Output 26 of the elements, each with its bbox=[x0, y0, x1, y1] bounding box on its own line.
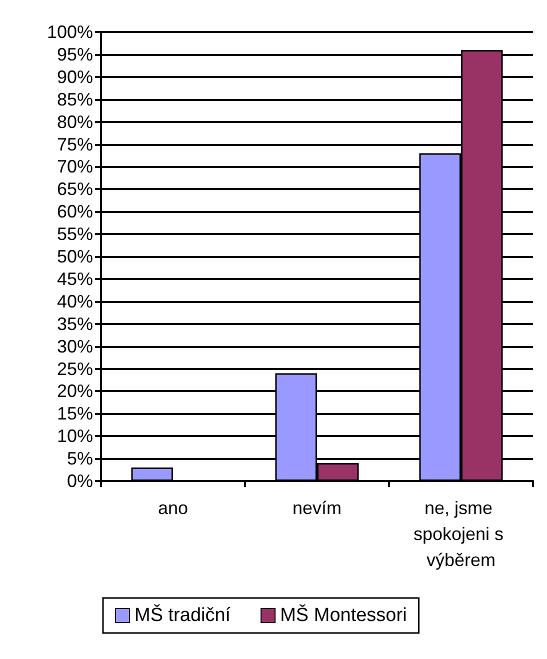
y-tick-label: 50% bbox=[56, 246, 93, 266]
y-tick-label: 95% bbox=[56, 44, 93, 64]
y-tick-label: 45% bbox=[56, 268, 93, 289]
y-tick-label: 20% bbox=[56, 381, 93, 402]
x-tick-label: ne, jsme spokojeni s výběrem bbox=[413, 498, 509, 570]
y-tick-label: 75% bbox=[56, 134, 93, 154]
x-tick-label: ano bbox=[158, 498, 188, 518]
y-tick-label: 40% bbox=[56, 291, 93, 312]
y-tick-label: 60% bbox=[56, 202, 93, 222]
y-tick-label: 35% bbox=[56, 314, 93, 334]
y-tick-label: 100% bbox=[46, 22, 93, 42]
y-tick-label: 15% bbox=[56, 404, 93, 424]
y-tick-label: 25% bbox=[56, 358, 93, 379]
y-tick-label: 85% bbox=[56, 89, 93, 110]
y-tick-label: 90% bbox=[56, 66, 93, 87]
y-tick-label: 5% bbox=[66, 448, 93, 469]
y-tick-label: 65% bbox=[56, 179, 93, 200]
x-tick-label: nevím bbox=[292, 498, 342, 518]
legend-label: MŠ Montessori bbox=[280, 604, 407, 626]
y-tick-label: 30% bbox=[56, 336, 93, 356]
y-tick-label: 70% bbox=[56, 156, 93, 177]
legend-label: MŠ tradiční bbox=[134, 604, 232, 626]
y-tick-label: 80% bbox=[56, 112, 93, 132]
y-tick-label: 10% bbox=[56, 426, 93, 446]
y-tick-label: 0% bbox=[66, 471, 93, 491]
y-tick-label: 55% bbox=[56, 224, 93, 244]
